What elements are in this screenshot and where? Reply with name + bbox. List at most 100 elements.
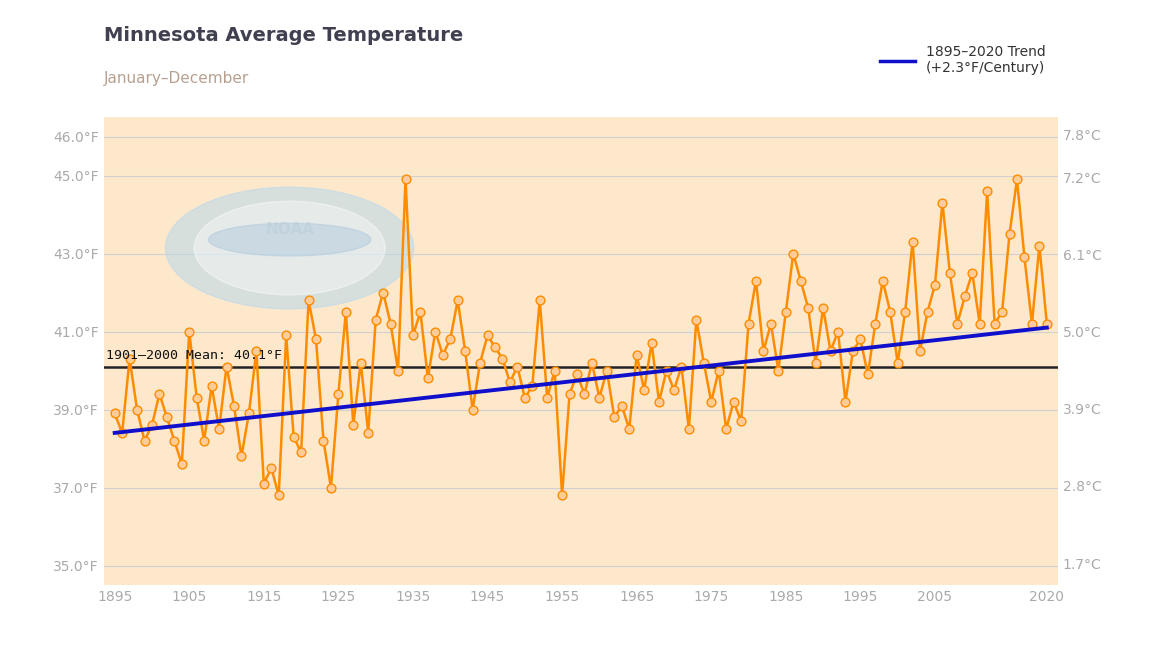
Point	[628, 350, 646, 360]
Point	[784, 248, 803, 259]
Point	[136, 436, 154, 446]
Point	[829, 326, 848, 337]
Point	[658, 365, 676, 376]
Point	[568, 369, 586, 380]
Point	[695, 358, 713, 368]
Point	[106, 408, 124, 419]
Point	[702, 396, 720, 407]
Point	[1030, 240, 1049, 251]
Point	[143, 420, 161, 430]
Point	[434, 350, 452, 360]
Point	[575, 389, 593, 399]
Point	[254, 478, 273, 489]
Point	[151, 389, 169, 399]
Point	[746, 276, 765, 286]
Point	[247, 346, 266, 356]
Point	[217, 361, 236, 372]
Point	[210, 424, 229, 434]
Point	[716, 424, 735, 434]
Point	[113, 428, 131, 438]
Point	[791, 276, 810, 286]
Point	[292, 447, 311, 458]
Point	[739, 318, 758, 329]
Point	[158, 412, 176, 423]
Point	[545, 365, 564, 376]
Point	[427, 326, 445, 337]
Point	[971, 318, 989, 329]
Point	[851, 334, 869, 345]
Point	[904, 237, 922, 247]
Point	[889, 358, 907, 368]
Point	[500, 377, 519, 387]
Text: NOAA: NOAA	[266, 222, 314, 237]
Point	[680, 424, 698, 434]
Point	[239, 408, 258, 419]
Text: Minnesota Average Temperature: Minnesota Average Temperature	[104, 26, 462, 45]
Point	[598, 365, 616, 376]
Point	[583, 358, 601, 368]
Point	[874, 276, 892, 286]
Point	[1015, 252, 1034, 263]
Point	[181, 326, 199, 337]
Point	[538, 393, 557, 403]
Point	[367, 315, 385, 325]
Point	[1022, 318, 1041, 329]
Point	[1000, 229, 1019, 239]
Point	[493, 354, 512, 364]
Point	[919, 307, 937, 317]
Point	[508, 361, 527, 372]
Point	[412, 307, 430, 317]
Point	[478, 330, 497, 341]
Point	[978, 186, 996, 196]
Legend: 1895–2020 Trend
(+2.3°F/Century): 1895–2020 Trend (+2.3°F/Century)	[874, 40, 1051, 81]
Point	[590, 393, 608, 403]
Point	[404, 330, 422, 341]
Point	[470, 358, 489, 368]
Circle shape	[194, 202, 385, 295]
Point	[352, 358, 370, 368]
Point	[463, 404, 482, 415]
Point	[821, 346, 839, 356]
Point	[933, 198, 951, 208]
Point	[553, 490, 572, 501]
Point	[1037, 318, 1056, 329]
Point	[419, 373, 437, 384]
Point	[1007, 174, 1026, 185]
Point	[397, 174, 415, 185]
Point	[806, 358, 825, 368]
Point	[948, 318, 966, 329]
Point	[992, 307, 1011, 317]
Point	[307, 334, 325, 345]
Point	[665, 385, 683, 395]
Ellipse shape	[208, 223, 370, 256]
Point	[530, 295, 549, 306]
Point	[224, 400, 243, 411]
Point	[613, 400, 631, 411]
Point	[560, 389, 578, 399]
Point	[911, 346, 929, 356]
Point	[605, 412, 623, 423]
Point	[523, 381, 542, 391]
Point	[866, 318, 884, 329]
Point	[196, 436, 214, 446]
Point	[761, 318, 780, 329]
Point	[442, 334, 460, 345]
Point	[284, 432, 302, 442]
Point	[881, 307, 899, 317]
Point	[322, 482, 340, 493]
Point	[710, 365, 728, 376]
Point	[724, 396, 743, 407]
Point	[896, 307, 914, 317]
Point	[128, 404, 146, 415]
Point	[455, 346, 474, 356]
Point	[956, 291, 974, 302]
Point	[769, 365, 788, 376]
Point	[337, 307, 355, 317]
Point	[166, 436, 184, 446]
Point	[329, 389, 347, 399]
Point	[269, 490, 288, 501]
Point	[926, 280, 944, 290]
Point	[844, 346, 862, 356]
Point	[299, 295, 317, 306]
Point	[187, 393, 206, 403]
